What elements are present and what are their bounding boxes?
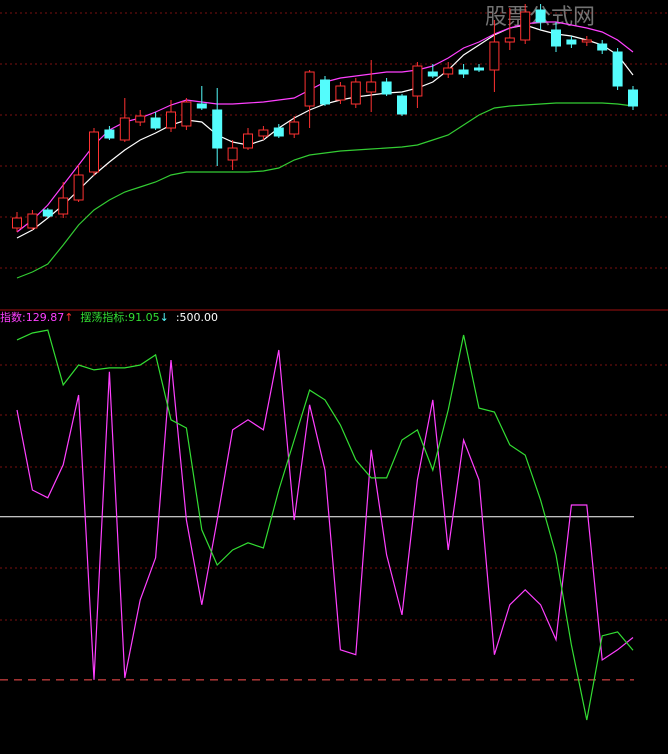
candle-body bbox=[27, 213, 38, 229]
candle-body bbox=[320, 79, 330, 105]
candle-body bbox=[73, 174, 84, 201]
candle-body bbox=[397, 95, 407, 115]
reference-label: :500.00 bbox=[176, 311, 218, 324]
legend: 指数:129.87↑ 摆荡指标:91.05↓ :500.00 bbox=[0, 310, 218, 324]
candle-body bbox=[89, 131, 99, 173]
candle-body bbox=[474, 67, 484, 71]
candle-body bbox=[581, 39, 592, 43]
candle-body bbox=[597, 43, 608, 51]
candle-body bbox=[181, 101, 192, 127]
upper-grid bbox=[0, 12, 668, 269]
candle-body bbox=[258, 129, 269, 137]
candle-body bbox=[381, 81, 392, 95]
candle-body bbox=[227, 147, 238, 161]
candle-body bbox=[504, 37, 515, 43]
candle-body bbox=[166, 111, 176, 129]
legend-gap bbox=[169, 311, 176, 324]
candle-body bbox=[135, 115, 146, 123]
legend-arrow: ↑ bbox=[64, 311, 73, 324]
legend-label: 摆荡指标:91.05 bbox=[80, 310, 159, 324]
candle-body bbox=[212, 109, 223, 149]
candle-body bbox=[335, 85, 346, 101]
candle-body bbox=[458, 69, 469, 75]
candle-body bbox=[628, 89, 638, 107]
candle-body bbox=[366, 81, 377, 93]
candle-body bbox=[58, 197, 69, 215]
indicator-line bbox=[16, 102, 634, 279]
candle-body bbox=[412, 65, 423, 97]
legend-label: 指数:129.87 bbox=[0, 310, 64, 324]
legend-gap bbox=[73, 311, 80, 324]
candle-body bbox=[273, 127, 284, 137]
indicator-line bbox=[16, 329, 634, 721]
legend-arrow: ↓ bbox=[160, 311, 169, 324]
candle-body bbox=[489, 41, 500, 71]
candle-body bbox=[551, 29, 561, 47]
candle-body bbox=[520, 11, 531, 41]
candle-body bbox=[350, 81, 361, 105]
candle-body bbox=[427, 71, 438, 77]
candle-body bbox=[42, 209, 53, 217]
candle-body bbox=[566, 39, 577, 45]
candle-body bbox=[196, 103, 207, 109]
candle-body bbox=[535, 9, 546, 23]
candle-body bbox=[304, 71, 315, 107]
candle-body bbox=[289, 121, 300, 135]
candle-body bbox=[12, 217, 22, 229]
candle-body bbox=[119, 117, 130, 141]
candle-body bbox=[104, 129, 115, 139]
candle-body bbox=[443, 67, 454, 75]
candle-body bbox=[150, 117, 161, 129]
candle-body bbox=[243, 133, 253, 149]
candle-body bbox=[612, 51, 623, 87]
indicator-line bbox=[16, 349, 634, 680]
